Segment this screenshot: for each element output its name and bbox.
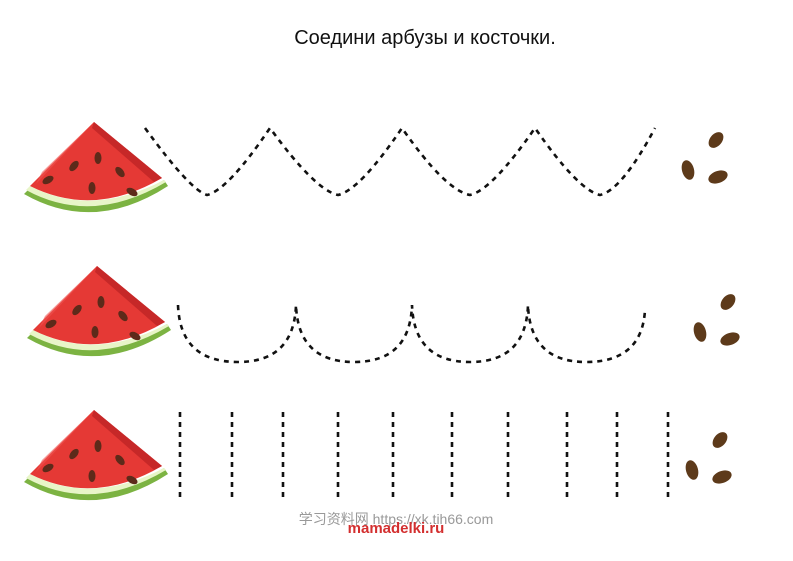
watermelon — [24, 122, 168, 213]
seeds — [691, 291, 742, 349]
trace-path — [176, 304, 647, 364]
watermelon — [24, 410, 168, 501]
trace-lines — [178, 412, 670, 498]
seeds — [683, 429, 734, 487]
title: Соедини арбузы и косточки. — [294, 27, 556, 49]
trace-path — [143, 125, 657, 197]
watermark: 学习资料网 https://xk.tih66.com — [299, 511, 494, 527]
seeds — [679, 129, 730, 187]
watermelon — [27, 266, 171, 357]
site-name: mamadelki.ru — [348, 520, 445, 537]
